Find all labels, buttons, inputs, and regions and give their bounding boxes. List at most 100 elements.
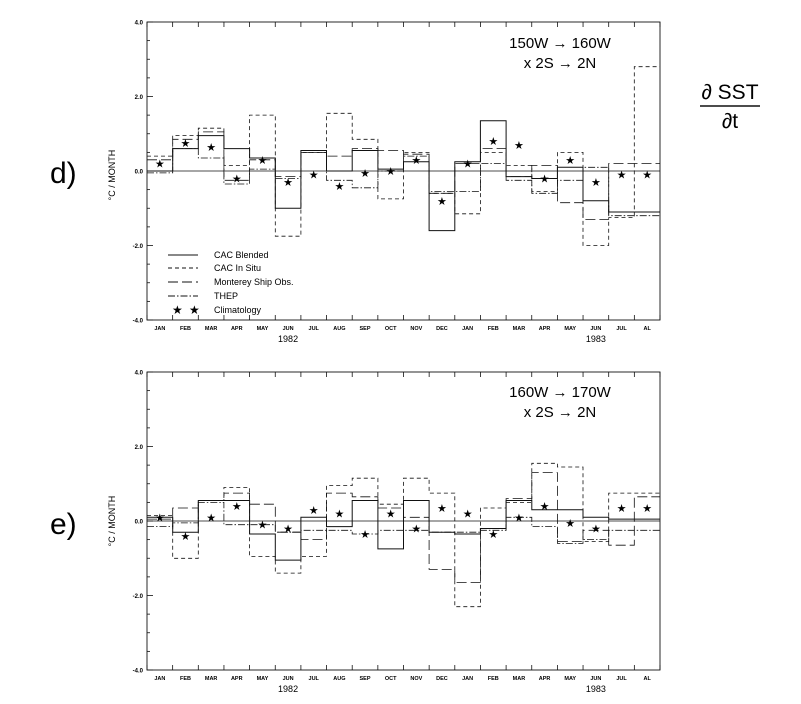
climatology-point: ★ [309, 505, 319, 517]
region-latitude: x 2S → 2N [524, 55, 597, 72]
x-tick-label: APR [539, 676, 551, 682]
y-axis-label: °C / MONTH [107, 496, 117, 547]
x-tick-label: MAY [257, 326, 269, 332]
y-tick-label: -2.0 [133, 244, 144, 250]
legend-star-icon: ★ [172, 303, 183, 317]
x-tick-label: JUN [590, 326, 601, 332]
x-tick-label: JAN [154, 326, 165, 332]
climatology-point: ★ [488, 529, 498, 541]
x-tick-label: MAY [564, 326, 576, 332]
climatology-point: ★ [540, 501, 550, 513]
y-tick-label: -4.0 [133, 319, 144, 325]
climatology-point: ★ [283, 523, 293, 535]
region-longitude: 160W → 170W [509, 384, 612, 401]
climatology-point: ★ [283, 177, 293, 189]
climatology-point: ★ [181, 138, 191, 150]
climatology-point: ★ [488, 136, 498, 148]
equation-denominator: ∂t [722, 110, 738, 133]
x-tick-label: JUL [616, 676, 627, 682]
x-tick-label: NOV [410, 676, 422, 682]
legend-entry-cac-insitu: CAC In Situ [214, 263, 261, 273]
x-tick-label: JUN [283, 326, 294, 332]
climatology-point: ★ [437, 503, 447, 515]
x-tick-label: MAY [564, 676, 576, 682]
y-tick-label: -4.0 [133, 669, 144, 675]
year-label: 1983 [586, 684, 606, 694]
climatology-point: ★ [437, 196, 447, 208]
legend-entry-cac-blended: CAC Blended [214, 250, 269, 260]
x-tick-label: DEC [436, 326, 448, 332]
x-tick-label: DEC [436, 676, 448, 682]
climatology-point: ★ [463, 159, 473, 171]
y-tick-label: -2.0 [133, 594, 144, 600]
x-tick-label: FEB [488, 326, 499, 332]
year-label: 1982 [278, 684, 298, 694]
x-tick-label: JUL [309, 676, 320, 682]
x-tick-label: AUG [333, 676, 345, 682]
region-latitude: x 2S → 2N [524, 404, 597, 421]
climatology-point: ★ [257, 155, 267, 167]
series-line-dashdot [147, 148, 660, 217]
panel-label: e) [50, 508, 77, 541]
x-tick-label: FEB [180, 676, 191, 682]
x-tick-label: MAR [205, 326, 218, 332]
climatology-point: ★ [386, 509, 396, 521]
climatology-point: ★ [617, 503, 627, 515]
climatology-point: ★ [642, 503, 652, 515]
climatology-point: ★ [232, 173, 242, 185]
x-tick-label: JAN [462, 676, 473, 682]
climatology-point: ★ [642, 170, 652, 182]
climatology-point: ★ [360, 168, 370, 180]
y-tick-label: 2.0 [135, 95, 144, 101]
y-tick-label: 4.0 [135, 371, 144, 377]
x-tick-label: AUG [333, 326, 345, 332]
y-tick-label: 2.0 [135, 445, 144, 451]
climatology-point: ★ [206, 142, 216, 154]
climatology-point: ★ [514, 140, 524, 152]
year-label: 1982 [278, 334, 298, 344]
x-tick-label: JAN [154, 676, 165, 682]
series-line-longdash [147, 472, 660, 583]
climatology-point: ★ [155, 512, 165, 524]
x-tick-label: AL [644, 676, 652, 682]
series-line-dashdot [147, 502, 660, 544]
x-tick-label: OCT [385, 676, 397, 682]
climatology-point: ★ [565, 518, 575, 530]
x-tick-label: APR [539, 326, 551, 332]
legend-entry-thep: THEP [214, 291, 238, 301]
x-tick-label: FEB [180, 326, 191, 332]
x-tick-label: AL [644, 326, 652, 332]
x-tick-label: NOV [410, 326, 422, 332]
x-tick-label: JUN [590, 676, 601, 682]
legend-entry-climatology: Climatology [214, 305, 262, 315]
climatology-point: ★ [411, 155, 421, 167]
climatology-point: ★ [155, 159, 165, 171]
x-tick-label: APR [231, 676, 243, 682]
x-tick-label: APR [231, 326, 243, 332]
climatology-point: ★ [386, 166, 396, 178]
legend-star-icon: ★ [189, 303, 200, 317]
series-line-dashed [147, 462, 660, 608]
panel-label: d) [50, 157, 77, 190]
climatology-point: ★ [617, 170, 627, 182]
climatology-point: ★ [334, 509, 344, 521]
climatology-point: ★ [232, 501, 242, 513]
x-tick-label: FEB [488, 676, 499, 682]
y-axis-label: °C / MONTH [107, 150, 117, 201]
climatology-point: ★ [514, 512, 524, 524]
climatology-point: ★ [591, 523, 601, 535]
region-longitude: 150W → 160W [509, 35, 612, 52]
climatology-point: ★ [206, 512, 216, 524]
x-tick-label: JAN [462, 326, 473, 332]
x-tick-label: MAR [513, 676, 526, 682]
x-tick-label: JUL [309, 326, 320, 332]
year-label: 1983 [586, 334, 606, 344]
series-line-longdash [147, 131, 660, 220]
panel-d: d) 150W → 160W x 2S → 2N °C / MONTH CAC … [50, 21, 661, 344]
legend-entry-monterey: Monterey Ship Obs. [214, 277, 294, 287]
y-tick-label: 0.0 [135, 170, 144, 176]
panel-e: e) 160W → 170W x 2S → 2N °C / MONTH 4.0 2… [50, 371, 661, 694]
x-tick-label: JUN [283, 676, 294, 682]
x-tick-label: MAR [205, 676, 218, 682]
